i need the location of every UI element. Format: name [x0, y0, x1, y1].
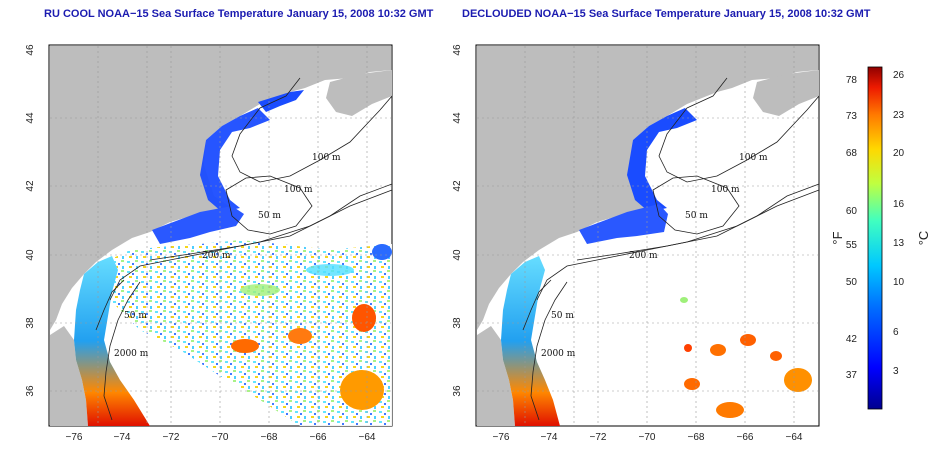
contour-label: 200 m	[202, 251, 231, 261]
left-map-bay-fundy-water	[258, 90, 304, 112]
right-map: 100 m 100 m 50 m 200 m 50 m 2000 m −76 −…	[452, 44, 820, 443]
contour-label: 200 m	[629, 251, 658, 261]
fahrenheit-tick-label: 73	[846, 111, 858, 122]
fahrenheit-tick-label: 55	[846, 240, 858, 251]
right-map-land-delmarva	[477, 326, 515, 426]
lat-tick-label: 44	[452, 112, 463, 124]
right-map-land-maritimes	[753, 70, 819, 116]
lon-tick-label: −74	[114, 432, 131, 443]
lon-tick-label: −68	[688, 432, 705, 443]
contour-label: 50 m	[124, 311, 147, 321]
celsius-tick-label: 23	[893, 110, 905, 121]
left-map-graticule	[50, 46, 391, 425]
lon-tick-label: −70	[639, 432, 656, 443]
lat-tick-label: 46	[25, 44, 36, 56]
right-map-sne-water	[579, 204, 668, 244]
lat-tick-label: 36	[25, 385, 36, 397]
lon-tick-label: −70	[212, 432, 229, 443]
fahrenheit-tick-label: 68	[846, 148, 858, 159]
contour-label: 100 m	[711, 185, 740, 195]
lon-tick-label: −76	[493, 432, 510, 443]
celsius-tick-label: 6	[893, 327, 899, 338]
celsius-tick-label: 16	[893, 199, 905, 210]
left-map-land-delmarva	[50, 326, 88, 426]
left-map-coastal-water	[74, 256, 150, 426]
contour-label: 50 m	[551, 311, 574, 321]
left-map-sne-water	[152, 206, 244, 244]
lat-tick-label: 40	[25, 249, 36, 261]
right-map-bathymetry-contours	[522, 77, 820, 421]
left-map-shelf-noisy	[88, 240, 392, 426]
left-map-land	[50, 46, 391, 330]
lat-tick-label: 46	[452, 44, 463, 56]
left-map-contour-labels: 100 m 100 m 50 m 200 m 50 m 2000 m	[114, 153, 341, 359]
lon-tick-label: −66	[310, 432, 327, 443]
left-map-bathymetry-contours	[95, 77, 393, 421]
right-map-warm-eddies	[680, 297, 812, 418]
lat-tick-label: 36	[452, 385, 463, 397]
lon-tick-label: −72	[590, 432, 607, 443]
fahrenheit-tick-label: 50	[846, 277, 858, 288]
celsius-tick-label: 10	[893, 277, 905, 288]
celsius-unit-label: °C	[916, 231, 931, 246]
celsius-tick-label: 13	[893, 238, 905, 249]
lat-tick-label: 44	[25, 112, 36, 124]
lon-tick-label: −68	[261, 432, 278, 443]
lat-tick-label: 40	[452, 249, 463, 261]
contour-label: 2000 m	[114, 349, 149, 359]
fahrenheit-unit-label: °F	[830, 231, 845, 244]
right-map-y-axis: 36 38 40 42 44 46	[452, 44, 463, 397]
right-map-title: DECLOUDED NOAA−15 Sea Surface Temperatur…	[462, 8, 871, 20]
fahrenheit-tick-label: 37	[846, 370, 858, 381]
lat-tick-label: 42	[452, 180, 463, 192]
lat-tick-label: 38	[25, 317, 36, 329]
fahrenheit-tick-label: 60	[846, 206, 858, 217]
lon-tick-label: −64	[359, 432, 376, 443]
left-map-title: RU COOL NOAA−15 Sea Surface Temperature …	[44, 8, 434, 20]
lon-tick-label: −66	[737, 432, 754, 443]
fahrenheit-tick-label: 42	[846, 334, 858, 345]
right-map-x-axis: −76 −74 −72 −70 −68 −66 −64	[493, 432, 803, 443]
lon-tick-label: −72	[163, 432, 180, 443]
celsius-tick-label: 3	[893, 366, 899, 377]
contour-label: 50 m	[685, 211, 708, 221]
lon-tick-label: −64	[786, 432, 803, 443]
left-map-warm-eddies	[231, 244, 392, 410]
lon-tick-label: −76	[66, 432, 83, 443]
celsius-tick-label: 20	[893, 148, 905, 159]
lon-tick-label: −74	[541, 432, 558, 443]
left-map-gulf-maine-water	[200, 108, 270, 212]
left-map-y-axis: 36 38 40 42 44 46	[25, 44, 36, 397]
colorbar-fahrenheit-ticks: 78 73 68 60 55 50 42 37	[846, 75, 858, 381]
contour-label: 2000 m	[541, 349, 576, 359]
right-map-contour-labels: 100 m 100 m 50 m 200 m 50 m 2000 m	[541, 153, 768, 359]
celsius-tick-label: 26	[893, 70, 905, 81]
contour-label: 100 m	[739, 153, 768, 163]
colorbar-celsius-ticks: 26 23 20 16 13 10 6 3	[893, 70, 905, 377]
left-map: 100 m 100 m 50 m 200 m 50 m 2000 m −76 −…	[25, 44, 393, 443]
lat-tick-label: 38	[452, 317, 463, 329]
fahrenheit-tick-label: 78	[846, 75, 858, 86]
right-map-graticule	[477, 46, 818, 425]
lat-tick-label: 42	[25, 180, 36, 192]
right-map-coastal-water	[501, 256, 560, 426]
contour-label: 100 m	[312, 153, 341, 163]
contour-label: 50 m	[258, 211, 281, 221]
left-map-x-axis: −76 −74 −72 −70 −68 −66 −64	[66, 432, 376, 443]
left-map-land-maritimes	[326, 70, 392, 116]
right-map-gulf-maine-water	[627, 108, 697, 212]
colorbar: 78 73 68 60 55 50 42 37 26 23 20 16 13 1…	[830, 66, 931, 410]
contour-label: 100 m	[284, 185, 313, 195]
right-map-land	[477, 46, 818, 330]
colorbar-gradient	[867, 66, 883, 410]
